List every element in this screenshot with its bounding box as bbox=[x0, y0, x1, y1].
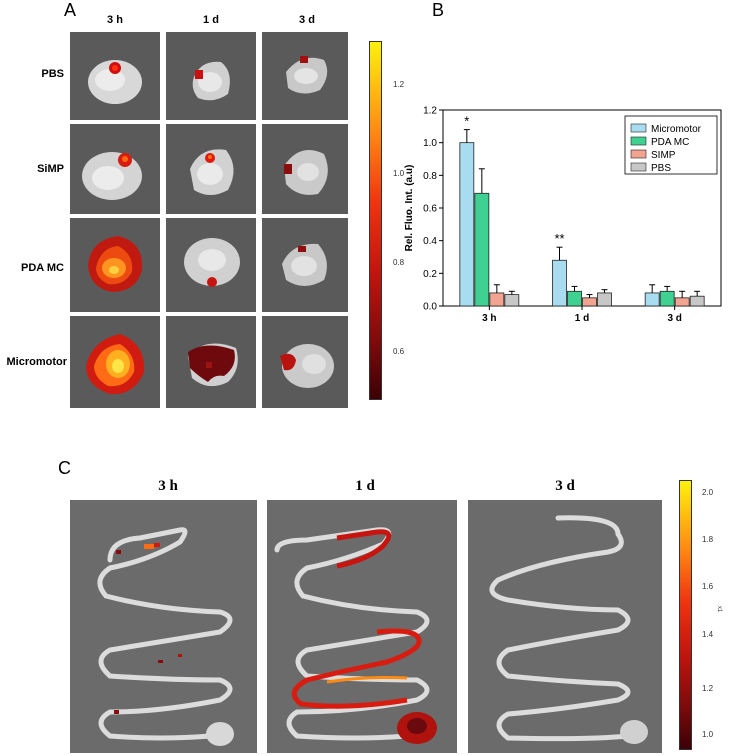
image-pda-mc-3h bbox=[70, 218, 160, 312]
panel-c-cbar-tick-1-8: 1.8 bbox=[702, 535, 714, 544]
bar bbox=[597, 292, 612, 307]
panel-c-cbar-tick-1-6: 1.6 bbox=[702, 582, 714, 591]
panel-a-row-micromotor: Micromotor bbox=[6, 356, 68, 368]
y-tick-label: 0.6 bbox=[423, 204, 437, 215]
panel-a-row-simp: SiMP bbox=[37, 163, 64, 175]
panel-a-cbar-tick-1-2: 1.2 bbox=[393, 80, 405, 89]
legend-swatch bbox=[630, 123, 647, 133]
bar bbox=[582, 297, 597, 307]
legend-swatch bbox=[630, 162, 647, 172]
panel-a-letter: A bbox=[64, 0, 77, 20]
y-tick-label: 1.0 bbox=[423, 138, 437, 149]
image-pbs-3d bbox=[262, 32, 348, 120]
image-intestine-3d bbox=[468, 500, 662, 753]
panel-c-col-1d: 1 d bbox=[355, 478, 375, 494]
panel-c-colorbar bbox=[679, 480, 692, 750]
panel-a-col-3d: 3 d bbox=[299, 14, 315, 26]
panel-c-cbar-tick-2-0: 2.0 bbox=[702, 488, 714, 497]
panel-a-col-1d: 1 d bbox=[203, 14, 219, 26]
bar bbox=[552, 259, 567, 307]
legend-label: PDA MC bbox=[651, 137, 689, 148]
panel-c-cbar-unit: x1 bbox=[716, 605, 723, 613]
bar bbox=[644, 292, 660, 307]
legend-label: Micromotor bbox=[651, 124, 702, 135]
x-tick-label: 3 h bbox=[482, 313, 496, 324]
y-tick-label: 0.2 bbox=[423, 269, 437, 280]
image-pbs-3h bbox=[70, 32, 160, 120]
image-pda-mc-1d bbox=[166, 218, 256, 312]
legend-swatch bbox=[630, 136, 647, 146]
y-tick-label: 0.0 bbox=[423, 302, 437, 313]
legend-label: PBS bbox=[651, 163, 671, 174]
panel-a-cbar-tick-0-6: 0.6 bbox=[393, 347, 405, 356]
panel-c-col-3d: 3 d bbox=[555, 478, 575, 494]
panel-c-cbar-tick-1-4: 1.4 bbox=[702, 630, 714, 639]
panel-a-cbar-tick-1-0: 1.0 bbox=[393, 169, 405, 178]
significance-marker: * bbox=[464, 114, 469, 129]
y-tick-label: 1.2 bbox=[423, 106, 437, 117]
panel-a-cbar-tick-0-8: 0.8 bbox=[393, 258, 405, 267]
y-tick-label: 0.4 bbox=[423, 236, 437, 247]
x-tick-label: 3 d bbox=[667, 313, 681, 324]
image-simp-3h bbox=[70, 124, 160, 214]
bar bbox=[459, 142, 475, 307]
panel-c-cbar-tick-1-2: 1.2 bbox=[702, 684, 714, 693]
panel-a-row-pbs: PBS bbox=[41, 68, 64, 80]
image-simp-3d bbox=[262, 124, 348, 214]
image-pda-mc-3d bbox=[262, 218, 348, 312]
bar bbox=[674, 297, 690, 307]
bar bbox=[489, 292, 505, 307]
bar bbox=[659, 290, 675, 307]
legend-swatch bbox=[630, 149, 647, 159]
panel-b-letter: B bbox=[432, 0, 445, 20]
panel-c-letter: C bbox=[58, 458, 71, 478]
y-tick-label: 0.8 bbox=[423, 171, 437, 182]
legend-label: SIMP bbox=[651, 150, 676, 161]
image-intestine-1d bbox=[267, 500, 457, 753]
bar bbox=[504, 294, 520, 307]
panel-a-col-3h: 3 h bbox=[107, 14, 123, 26]
x-tick-label: 1 d bbox=[575, 313, 589, 324]
bar-chart: 0.0 0.2 0.4 0.6 0.8 1.0 1.2 Rel. Fluo. Int. (a.… bbox=[404, 106, 722, 324]
image-micromotor-3h bbox=[70, 316, 160, 408]
panel-a-row-pda-mc: PDA MC bbox=[21, 262, 64, 274]
significance-marker: ** bbox=[554, 231, 564, 246]
panel-c-col-3h: 3 h bbox=[158, 478, 178, 494]
panel-a-colorbar bbox=[369, 41, 382, 400]
bar bbox=[689, 295, 705, 307]
bar bbox=[474, 192, 490, 307]
panel-c-cbar-tick-1-0: 1.0 bbox=[702, 730, 714, 739]
image-pbs-1d bbox=[166, 32, 256, 120]
image-simp-1d bbox=[166, 124, 256, 214]
bar bbox=[567, 290, 582, 307]
image-intestine-3h bbox=[70, 500, 257, 753]
image-micromotor-1d bbox=[166, 316, 256, 408]
y-axis-label: Rel. Fluo. Int. (a.u) bbox=[404, 165, 415, 252]
image-micromotor-3d bbox=[262, 316, 348, 408]
